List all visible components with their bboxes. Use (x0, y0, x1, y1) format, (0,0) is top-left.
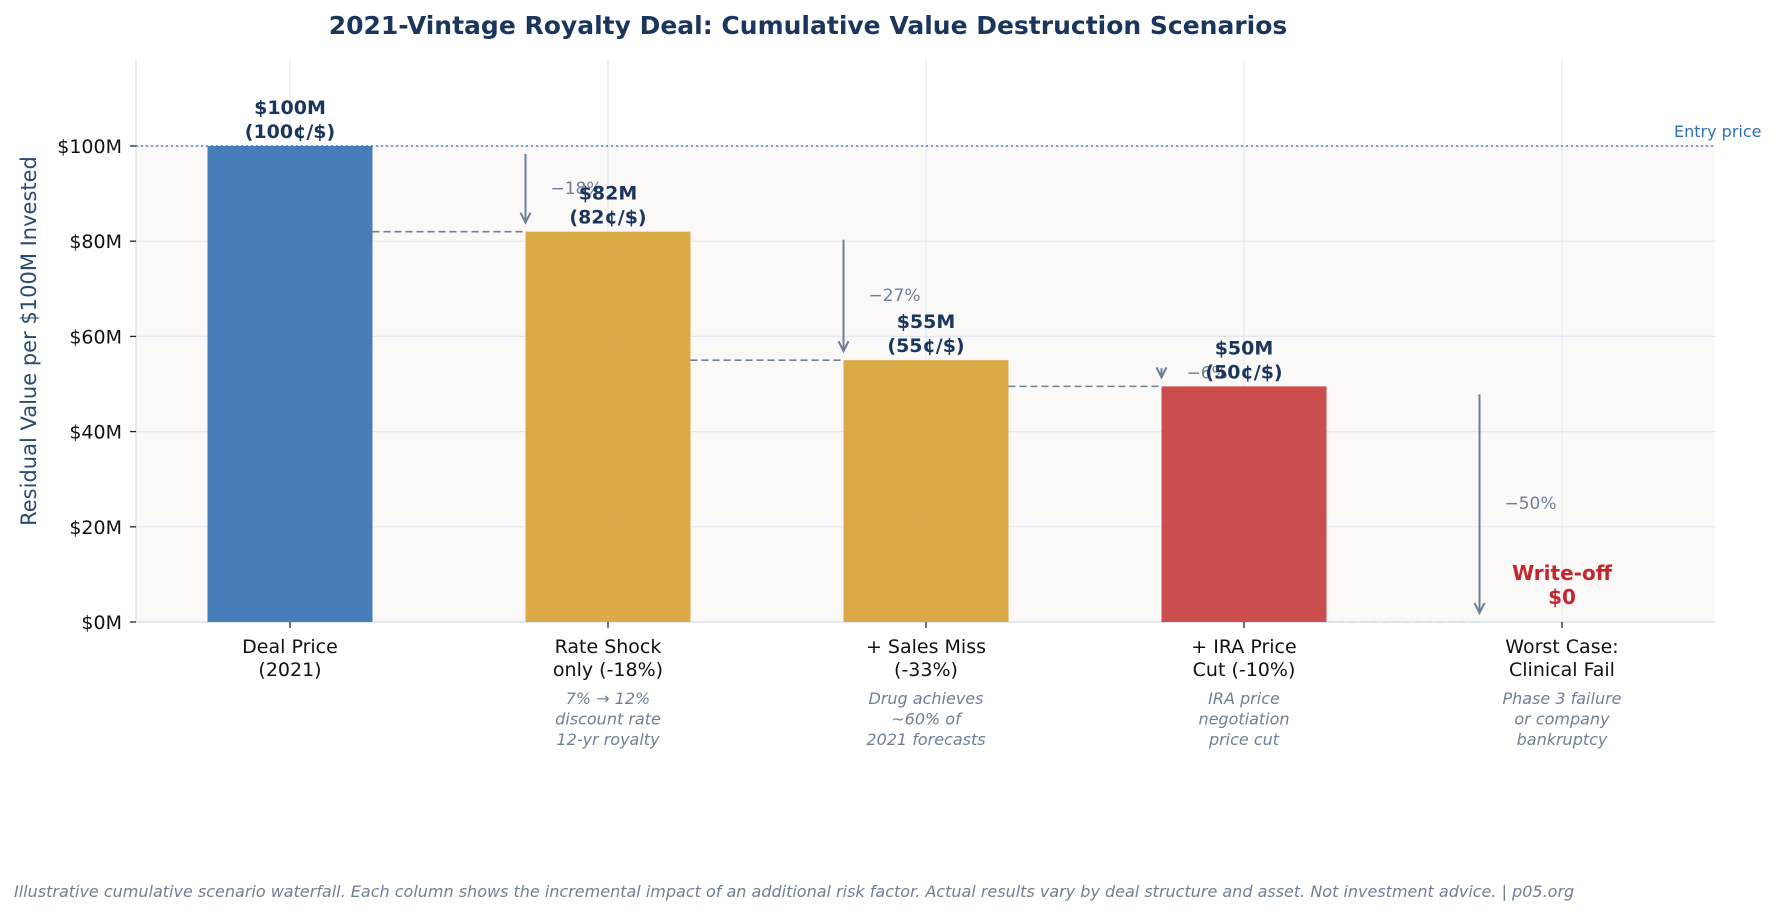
x-category-sublabel: Phase 3 failure (1502, 689, 1621, 708)
x-category-label: Deal Price (242, 636, 338, 658)
bar-cents-label: (82¢/$) (569, 207, 646, 229)
y-tick-label: $100M (57, 136, 122, 158)
x-category-sublabel: Drug achieves (869, 689, 984, 708)
writeoff-value-label: $0 (1548, 585, 1576, 609)
x-category-sublabel: or company (1514, 710, 1610, 729)
x-category-label: Clinical Fail (1509, 659, 1615, 681)
x-category-sublabel: 12-yr royalty (556, 730, 660, 749)
x-category-sublabel: 2021 forecasts (866, 730, 985, 749)
step-change-label: −27% (869, 286, 921, 306)
x-category-sublabel: bankruptcy (1517, 730, 1608, 749)
step-change-label: −18% (551, 179, 603, 199)
bar-cents-label: (50¢/$) (1205, 361, 1282, 383)
step-arrow-head (837, 340, 850, 354)
x-category-sublabel: discount rate (555, 710, 661, 729)
bar-value-label: $82M (579, 183, 638, 205)
bar-value-label: $55M (897, 311, 956, 333)
x-category-label: Worst Case: (1505, 636, 1618, 658)
x-category-label: Cut (-10%) (1193, 659, 1296, 681)
bar-cents-label: (55¢/$) (887, 335, 964, 357)
x-category-label: + IRA Price (1191, 636, 1296, 658)
plot-area: $0M $20M $40M $60M $80M $100M −18% −27% −6% −50% $… (57, 60, 1715, 749)
bar (1161, 386, 1327, 622)
step-arrow-head (1473, 602, 1486, 616)
bar (525, 231, 691, 622)
x-category-label: only (-18%) (553, 659, 663, 681)
entry-price-label: Entry price (1674, 122, 1761, 141)
chart-title: 2021-Vintage Royalty Deal: Cumulative Va… (329, 11, 1288, 40)
y-tick-label: $80M (69, 231, 122, 253)
y-tick-label: $40M (69, 422, 122, 444)
writeoff-label: Write-off (1512, 561, 1613, 585)
x-category-label: + Sales Miss (866, 636, 986, 658)
x-category-label: (-33%) (894, 659, 958, 681)
x-category-sublabel: IRA price (1208, 689, 1280, 708)
step-change-label: −6% (1187, 363, 1228, 383)
x-category-sublabel: price cut (1208, 730, 1280, 749)
step-change-label: −50% (1505, 494, 1557, 514)
x-category-sublabel: negotiation (1198, 710, 1289, 729)
step-arrow-head (1155, 366, 1168, 380)
y-axis-label: Residual Value per $100M Invested (17, 156, 41, 526)
step-arrow-head (519, 212, 532, 225)
bar (207, 146, 373, 622)
x-category-label: Rate Shock (555, 636, 662, 658)
x-category-sublabel: 7% → 12% (566, 689, 651, 708)
bar-value-label: $50M (1215, 337, 1274, 359)
footer-note: Illustrative cumulative scenario waterfa… (14, 882, 1574, 901)
y-tick-label: $0M (81, 612, 122, 634)
x-category-sublabel: ~60% of (891, 710, 963, 729)
bar-value-label: $100M (254, 97, 326, 119)
y-tick-label: $60M (69, 326, 122, 348)
bar (843, 360, 1009, 622)
x-category-label: (2021) (258, 659, 321, 681)
bar-cents-label: (100¢/$) (245, 121, 335, 143)
y-tick-label: $20M (69, 517, 122, 539)
